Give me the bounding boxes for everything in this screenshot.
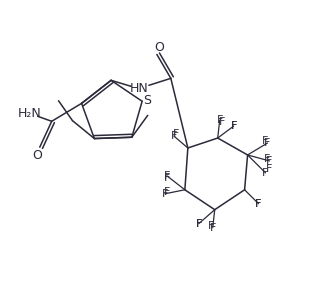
Text: F: F [231, 121, 237, 131]
Text: F: F [164, 173, 170, 183]
Text: F: F [208, 221, 214, 231]
Text: F: F [210, 223, 216, 233]
Text: F: F [217, 115, 223, 125]
Text: H₂N: H₂N [18, 107, 42, 120]
Text: F: F [264, 138, 271, 148]
Text: S: S [143, 94, 151, 107]
Text: O: O [32, 149, 42, 162]
Text: F: F [171, 131, 177, 141]
Text: F: F [266, 164, 273, 174]
Text: F: F [164, 187, 170, 197]
Text: F: F [218, 117, 225, 127]
Text: O: O [154, 41, 164, 54]
Text: F: F [262, 136, 269, 146]
Text: F: F [231, 121, 237, 131]
Text: F: F [255, 199, 262, 209]
Text: F: F [266, 156, 273, 166]
Text: F: F [255, 199, 262, 209]
Text: F: F [264, 154, 271, 164]
Text: F: F [262, 168, 269, 178]
Text: HN: HN [129, 82, 148, 95]
Text: F: F [164, 171, 170, 181]
Text: F: F [162, 189, 168, 199]
Text: F: F [196, 218, 202, 229]
Text: F: F [173, 129, 179, 139]
Text: F: F [196, 218, 202, 229]
